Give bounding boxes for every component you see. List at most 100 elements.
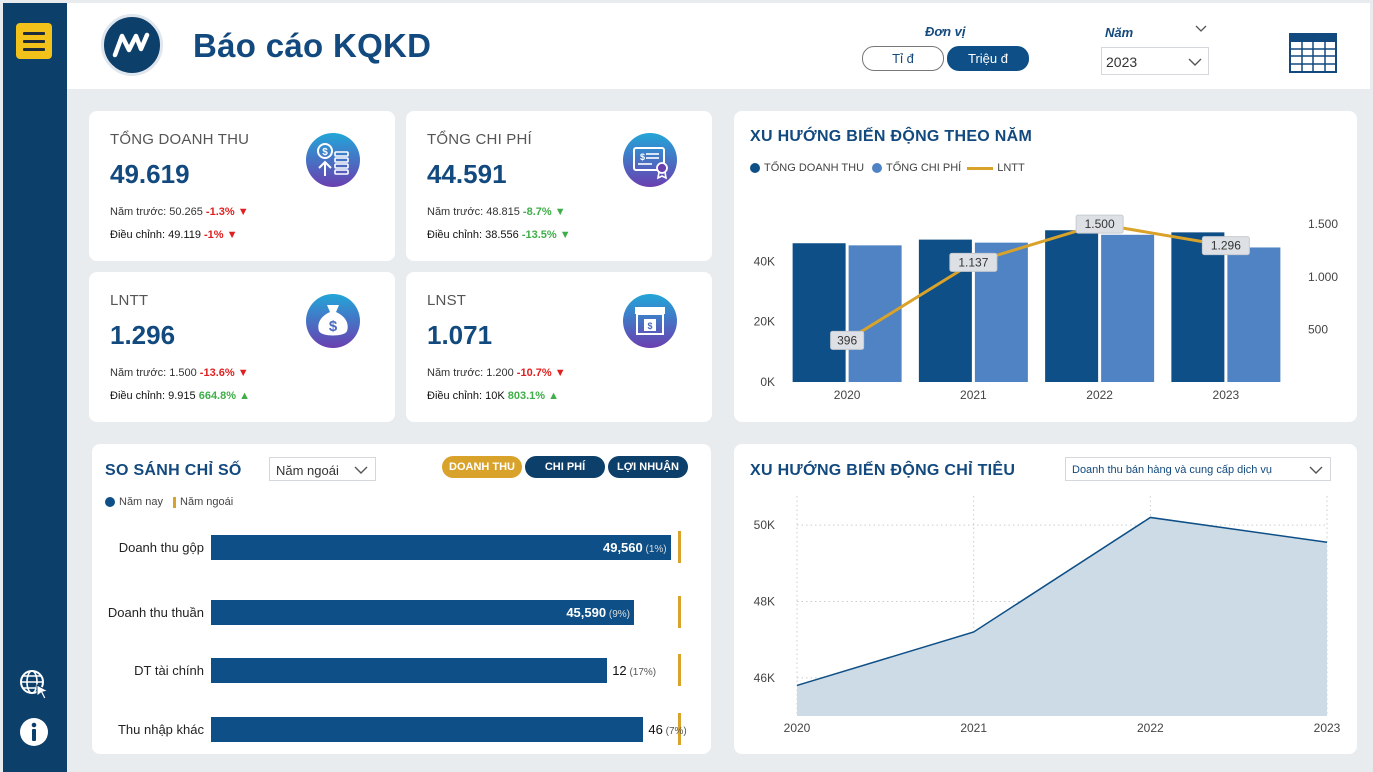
- x-tick-label: 2021: [960, 388, 987, 402]
- x-tick-label: 2022: [1137, 721, 1164, 735]
- ebt-data-label-box: [949, 252, 998, 272]
- indicator-select[interactable]: Doanh thu bán hàng và cung cấp dịch vụ: [1065, 457, 1331, 481]
- menu-icon[interactable]: [16, 23, 52, 59]
- compare-title: SO SÁNH CHỈ SỐ: [105, 462, 242, 479]
- ebt-data-label: 1.500: [1085, 217, 1115, 231]
- ebt-data-label-box: [1075, 214, 1124, 234]
- ebt-data-label: 1.296: [1211, 239, 1241, 253]
- certificate-icon: $: [623, 133, 677, 187]
- globe-cursor-icon[interactable]: [17, 667, 51, 701]
- y-tick-label: 48K: [754, 594, 775, 608]
- bar-revenue: [1171, 232, 1225, 382]
- x-tick-label: 2023: [1213, 388, 1240, 402]
- kpi-card-revenue: TỔNG DOANH THU 49.619 Năm trước: 50.265 …: [89, 111, 395, 261]
- bar-value-label: 46 (7%): [648, 722, 687, 737]
- area-line: [796, 516, 1328, 687]
- kpi-card-ebt: LNTT 1.296 Năm trước: 1.500 -13.6% ▼ Điề…: [89, 272, 395, 422]
- x-tick-label: 2022: [1086, 388, 1113, 402]
- compare-period-select[interactable]: Năm ngoái: [269, 457, 376, 481]
- chevron-down-icon: [1188, 58, 1202, 66]
- sidebar: [3, 3, 67, 772]
- company-logo: [101, 14, 163, 76]
- ebt-data-label-box: [830, 330, 865, 350]
- x-tick-label: 2023: [1314, 721, 1341, 735]
- kpi-label: LNST: [427, 292, 467, 309]
- chevron-down-icon: [1309, 466, 1323, 474]
- arrow-down-icon: ▼: [226, 229, 238, 241]
- money-bag-icon: $: [306, 294, 360, 348]
- trend-title: XU HƯỚNG BIẾN ĐỘNG THEO NĂM: [750, 128, 1033, 145]
- kpi-value: 49.619: [110, 159, 190, 189]
- y-tick-label: 50K: [754, 518, 775, 532]
- arrow-up-icon: ▲: [239, 390, 250, 402]
- x-tick-label: 2021: [960, 721, 987, 735]
- arrow-down-icon: ▼: [554, 206, 566, 218]
- x-tick-label: 2020: [784, 721, 811, 735]
- y-tick-label: 40K: [754, 254, 775, 268]
- trend-legend: TỔNG DOANH THU TỔNG CHI PHÍ LNTT: [750, 162, 1025, 174]
- svg-text:$: $: [329, 318, 338, 335]
- y2-tick-label: 500: [1308, 322, 1328, 336]
- kpi-value: 1.296: [110, 320, 176, 350]
- kpi-prev-row: Năm trước: 1.500 -13.6% ▼: [110, 367, 249, 379]
- unit-million-button[interactable]: Triệu đ: [947, 46, 1029, 71]
- bar-previous-year-marker: [678, 713, 682, 745]
- bar-previous-year-marker: [678, 654, 682, 686]
- unit-billion-button[interactable]: Tỉ đ: [862, 46, 944, 71]
- svg-text:$: $: [640, 152, 645, 162]
- svg-text:$: $: [647, 321, 652, 331]
- table-view-icon[interactable]: [1289, 33, 1337, 73]
- bar-category-label: Doanh thu gộp: [118, 540, 204, 555]
- area-fill: [797, 517, 1327, 716]
- bar-category-label: Doanh thu thuần: [107, 605, 204, 620]
- svg-text:$: $: [322, 147, 328, 158]
- compare-card: SO SÁNH CHỈ SỐ Năm ngoái DOANH THU CHI P…: [92, 444, 711, 754]
- bar-revenue: [1045, 230, 1099, 382]
- store-icon: $: [623, 294, 677, 348]
- x-tick-label: 2020: [834, 388, 861, 402]
- indicator-card: XU HƯỚNG BIẾN ĐỘNG CHỈ TIÊU Doanh thu bá…: [734, 444, 1357, 754]
- tab-expense[interactable]: CHI PHÍ: [525, 456, 605, 478]
- y2-tick-label: 1.500: [1308, 217, 1338, 231]
- page-title: Báo cáo KQKD: [193, 27, 432, 64]
- bar-category-label: DT tài chính: [134, 663, 204, 678]
- trend-chart: 0K 20K 40K 500 1.000 1.500 2020 2021 2022 2023 396…: [754, 214, 1338, 402]
- ebt-data-label: 396: [837, 333, 857, 347]
- compare-period-value: Năm ngoái: [276, 463, 339, 478]
- year-value: 2023: [1106, 54, 1138, 70]
- bar-previous-year-marker: [678, 596, 682, 628]
- kpi-card-expense: TỔNG CHI PHÍ 44.591 Năm trước: 48.815 -8…: [406, 111, 712, 261]
- info-icon[interactable]: [17, 715, 51, 749]
- year-select[interactable]: 2023: [1101, 47, 1209, 75]
- arrow-up-icon: ▲: [548, 390, 560, 402]
- indicator-area-chart: 46K 48K 50K 2020 2021 2022 2023: [754, 496, 1341, 735]
- bar-value-label: 12 (17%): [612, 663, 657, 678]
- bar-revenue: [792, 243, 846, 382]
- bar-expense: [848, 245, 902, 382]
- kpi-adj-row: Điều chỉnh: 49.119 -1% ▼: [110, 229, 238, 241]
- bar-current-year: [211, 717, 644, 742]
- y2-tick-label: 1.000: [1308, 270, 1338, 284]
- header: Báo cáo KQKD Đơn vị Tỉ đ Triệu đ Năm 202…: [67, 3, 1370, 89]
- bar-value-label: 49,560 (1%): [602, 540, 667, 555]
- kpi-label: LNTT: [110, 292, 149, 309]
- kpi-prev-row: Năm trước: 50.265 -1.3% ▼: [110, 206, 249, 218]
- tab-profit[interactable]: LỢI NHUẬN: [608, 456, 688, 478]
- arrow-down-icon: ▼: [554, 367, 566, 379]
- ebt-data-label-box: [1201, 236, 1250, 256]
- money-icon: $: [306, 133, 360, 187]
- ebt-data-label: 1.137: [958, 255, 988, 269]
- arrow-down-icon: ▼: [559, 229, 571, 241]
- chevron-down-icon[interactable]: [1195, 23, 1207, 35]
- bar-current-year: [211, 535, 671, 560]
- kpi-label: TỔNG CHI PHÍ: [427, 131, 532, 148]
- arrow-down-icon: ▼: [237, 367, 249, 379]
- bar-current-year: [211, 600, 634, 625]
- kpi-prev-row: Năm trước: 48.815 -8.7% ▼: [427, 206, 566, 218]
- trend-card: XU HƯỚNG BIẾN ĐỘNG THEO NĂM TỔNG DOANH T…: [734, 111, 1357, 422]
- bar-previous-year-marker: [678, 531, 682, 563]
- tab-revenue[interactable]: DOANH THU: [442, 456, 522, 478]
- bar-expense: [1101, 234, 1155, 382]
- indicator-value: Doanh thu bán hàng và cung cấp dịch vụ: [1072, 464, 1272, 476]
- y-tick-label: 20K: [754, 315, 775, 329]
